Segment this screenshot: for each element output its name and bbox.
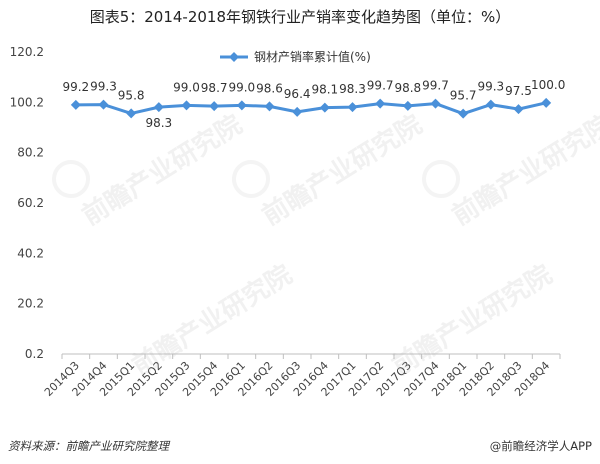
source-note: 资料来源：前瞻产业研究院整理 [8, 439, 169, 453]
y-tick-label: 80.2 [17, 146, 44, 160]
y-tick-label: 60.2 [17, 196, 44, 210]
data-label: 99.0 [228, 80, 255, 94]
data-label: 98.3 [339, 82, 366, 96]
data-point-marker [70, 99, 81, 110]
y-tick-label: 100.2 [10, 95, 44, 109]
data-point-marker [264, 101, 275, 112]
data-point-marker [153, 102, 164, 113]
data-label: 96.4 [284, 87, 311, 101]
y-tick-label: 0.2 [25, 347, 44, 361]
data-point-marker [292, 106, 303, 117]
data-point-marker [430, 98, 441, 109]
data-point-marker [319, 102, 330, 113]
data-point-marker [209, 101, 220, 112]
data-label: 95.7 [450, 89, 477, 103]
data-label: 99.7 [367, 79, 394, 93]
data-label: 97.5 [505, 84, 532, 98]
data-label: 98.8 [394, 81, 421, 95]
data-label: 98.3 [145, 116, 172, 130]
series-line [75, 101, 547, 116]
data-point-marker [485, 99, 496, 110]
data-point-marker [458, 108, 469, 119]
data-point-marker [375, 98, 386, 109]
data-point-marker [98, 99, 109, 110]
brand-credit: @前瞻经济学人APP [489, 439, 592, 453]
chart-title: 图表5：2014-2018年钢铁行业产销率变化趋势图（单位：%） [89, 8, 511, 26]
data-label: 98.7 [201, 81, 228, 95]
y-tick-label: 20.2 [17, 297, 44, 311]
data-point-marker [181, 100, 192, 111]
data-label: 99.7 [422, 79, 449, 93]
data-label: 99.3 [477, 80, 504, 94]
data-point-marker [347, 102, 358, 113]
data-label: 95.8 [118, 88, 145, 102]
data-label: 99.3 [90, 80, 117, 94]
data-point-marker [236, 100, 247, 111]
y-tick-label: 40.2 [17, 246, 44, 260]
data-label: 98.6 [256, 81, 283, 95]
data-point-marker [541, 97, 552, 108]
data-point-marker [126, 108, 137, 119]
data-label: 99.2 [62, 80, 89, 94]
data-point-marker [402, 100, 413, 111]
data-label: 99.0 [173, 80, 200, 94]
legend-label: 钢材产销率累计值(%) [254, 49, 371, 64]
y-tick-label: 120.2 [10, 45, 44, 59]
data-label: 100.0 [531, 78, 565, 92]
data-point-marker [513, 104, 524, 115]
legend-marker [229, 52, 239, 62]
data-label: 98.1 [311, 83, 338, 97]
